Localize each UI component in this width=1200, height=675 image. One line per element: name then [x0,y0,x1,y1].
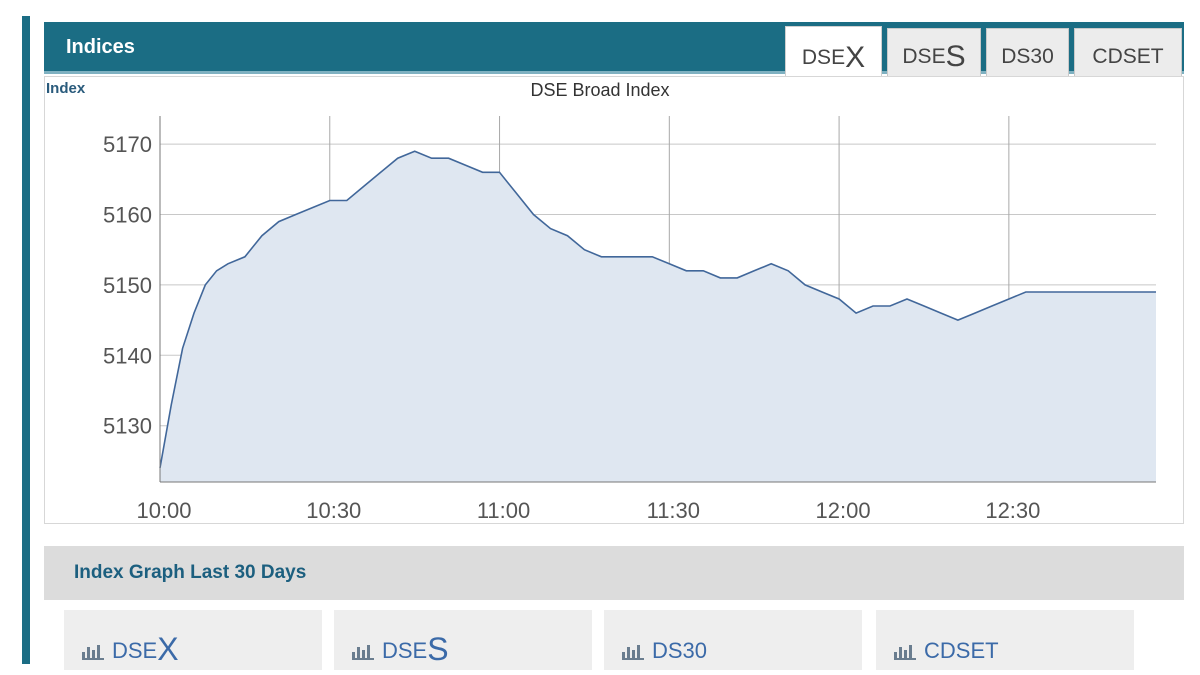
x-tick-label: 11:30 [647,498,700,523]
section-header: Index Graph Last 30 Days [44,546,1184,600]
tab-dsex-big: X [845,40,866,74]
indices-title: Indices [66,36,135,58]
bar-chart-icon [352,644,374,660]
x-tick-label: 11:00 [477,498,530,523]
tab-dsex-prefix: DSE [801,45,846,69]
tab-ds30-label: DS30 [1001,44,1054,68]
x-tick-label: 10:00 [136,498,191,523]
bar-chart-icon [622,644,644,660]
link-ds30-label: DS30 [652,638,708,663]
y-tick-label: 5130 [103,414,152,439]
link-dsex-big: X [157,631,179,667]
link-card-ds30[interactable]: DS30 [604,610,862,670]
link-cdset-label: CDSET [924,638,999,663]
link-card-dses[interactable]: DSE S [334,610,592,670]
chart-title: DSE Broad Index [530,80,670,100]
tab-cdset[interactable]: CDSET [1074,28,1182,84]
chart-y-axis-label: Index [46,80,86,97]
tab-dses[interactable]: DSE S [887,28,981,84]
tab-dses-big: S [945,39,966,73]
x-tick-label: 10:30 [306,498,361,523]
link-card-cdset[interactable]: CDSET [876,610,1134,670]
y-tick-label: 5160 [103,203,152,228]
tab-dses-prefix: DSE [902,44,946,68]
bar-chart-icon [894,644,916,660]
link-card-dsex[interactable]: DSE X [64,610,322,670]
link-dses-prefix: DSE [382,638,428,663]
tab-cdset-label: CDSET [1092,44,1164,68]
x-tick-label: 12:30 [985,498,1040,523]
link-dses-big: S [427,631,449,667]
y-tick-label: 5140 [103,343,152,368]
tab-ds30[interactable]: DS30 [986,28,1069,84]
bar-chart-icon [82,644,104,660]
y-tick-label: 5150 [103,273,152,298]
section-title: Index Graph Last 30 Days [74,562,307,583]
series-line [159,150,1156,469]
y-tick-label: 5170 [103,132,152,157]
series-area [160,151,1156,482]
left-accent-bar [22,16,30,664]
x-tick-label: 12:00 [816,498,871,523]
link-dsex-prefix: DSE [112,638,158,663]
